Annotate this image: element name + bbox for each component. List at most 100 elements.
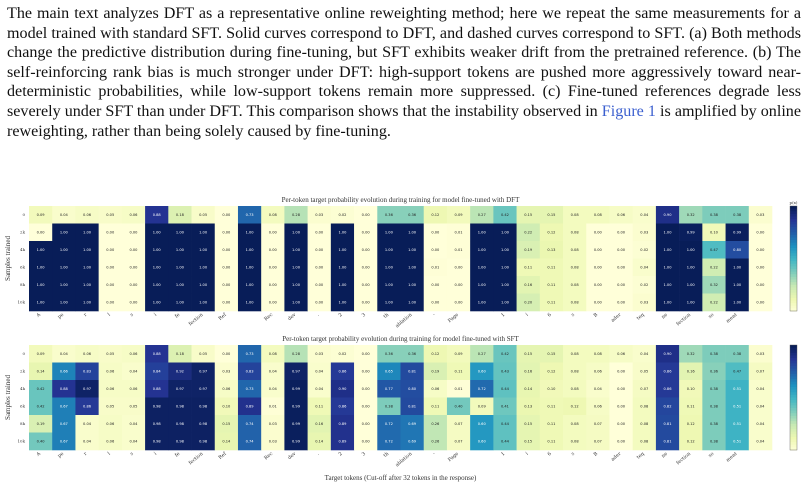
heatmap-cell (702, 206, 726, 224)
cell-value: 0.05 (129, 405, 137, 409)
cell-value: 0.00 (617, 248, 626, 252)
cell-value: 0.88 (153, 352, 162, 356)
cell-value: 0.98 (153, 405, 162, 409)
heatmap-cell (470, 432, 494, 451)
colorbar-step (790, 242, 797, 246)
heatmap-cell (446, 362, 471, 381)
colorbar-step (790, 392, 797, 396)
cell-value: 0.86 (664, 387, 673, 391)
cell-value: 0.12 (431, 213, 439, 217)
cell-value: 0.00 (617, 283, 626, 287)
cell-value: 1.00 (385, 231, 394, 235)
y-axis-label: Samples trained (4, 236, 12, 281)
cell-value: 0.00 (106, 231, 115, 235)
cell-value: 0.15 (524, 352, 532, 356)
x-tick-label: 6 (547, 451, 553, 458)
heatmap-cell (168, 293, 192, 312)
cell-value: 0.02 (338, 352, 346, 356)
heatmap-cell (377, 258, 401, 277)
heatmap-cell (307, 345, 332, 363)
heatmap-cell (307, 258, 332, 277)
heatmap-cell (261, 241, 285, 259)
heatmap-cell (284, 345, 308, 363)
heatmap-cell (168, 345, 192, 363)
heatmap-cell (423, 415, 448, 433)
heatmap-cell (191, 397, 216, 416)
heatmap-cell (52, 362, 76, 381)
cell-value: 0.36 (385, 213, 394, 217)
cell-value: 0.66 (60, 370, 69, 374)
heatmap-cell (470, 258, 494, 277)
colorbar-step (790, 423, 797, 427)
cell-value: 0.44 (501, 387, 510, 391)
cell-value: 0.00 (222, 301, 231, 305)
x-tick-label: Ref (217, 450, 228, 461)
heatmap-cell (29, 258, 53, 277)
cell-value: 0.03 (269, 422, 277, 426)
heatmap-cell (52, 223, 76, 242)
heatmap-cell (679, 258, 703, 277)
cell-value: 0.00 (269, 283, 278, 287)
colorbar-step (790, 429, 797, 433)
cell-value: 0.04 (269, 387, 278, 391)
heatmap-cell (748, 397, 773, 416)
heatmap-cell (377, 397, 401, 416)
cell-value: 0.22 (524, 231, 532, 235)
cell-value: 0.97 (199, 370, 207, 374)
heatmap-cell (586, 345, 610, 363)
heatmap-cell (493, 415, 517, 433)
x-tick-label: 2 (338, 312, 344, 319)
cell-value: 0.98 (176, 405, 185, 409)
cell-value: 0.98 (199, 405, 208, 409)
heatmap-cell (330, 258, 355, 277)
heatmap-cell (354, 258, 378, 277)
colorbar-step (790, 376, 797, 380)
cell-value: 0.00 (106, 266, 115, 270)
cell-value: 0.72 (478, 387, 486, 391)
cell-value: 1.00 (292, 248, 301, 252)
heatmap-cell (121, 223, 146, 242)
cell-value: 0.00 (129, 301, 138, 305)
cell-value: 0.26 (431, 440, 440, 444)
heatmap-cell (516, 258, 541, 277)
colorbar-step (790, 253, 797, 257)
figure-1-link[interactable]: Figure 1 (601, 102, 656, 120)
cell-value: 0.04 (60, 213, 69, 217)
heatmap-cell (609, 258, 633, 277)
x-tick-label: pe (57, 452, 65, 460)
heatmap-cell (679, 241, 703, 259)
heatmap-cell (75, 432, 99, 451)
cell-value: 0.15 (222, 422, 230, 426)
cell-value: 1.00 (338, 248, 347, 252)
cell-value: 0.36 (385, 352, 394, 356)
heatmap-cell (214, 293, 239, 312)
heatmap-cell (423, 241, 448, 259)
cell-value: 0.00 (362, 301, 371, 305)
cell-value: 0.80 (733, 248, 742, 252)
heatmap-cell (52, 432, 76, 451)
cell-value: 1.00 (153, 231, 162, 235)
x-tick-label: Page (447, 451, 460, 463)
heatmap-cell (52, 293, 76, 312)
colorbar-step (790, 368, 797, 372)
colorbar-step (790, 274, 797, 278)
heatmap-cell (655, 276, 680, 294)
heatmap-cell (725, 206, 750, 224)
cell-value: 1.00 (292, 301, 301, 305)
heatmap-cell (516, 362, 541, 381)
heatmap-cell (145, 276, 169, 294)
colorbar-step (790, 303, 797, 307)
cell-value: 1.00 (292, 283, 301, 287)
heatmap-cell (237, 380, 262, 398)
cell-value: 0.00 (431, 283, 440, 287)
heatmap-cell (725, 380, 750, 398)
heatmap-cell (679, 397, 703, 416)
cell-value: 1.00 (687, 283, 696, 287)
heatmap-cell (609, 362, 633, 381)
heatmap-cell (168, 223, 192, 242)
cell-value: 0.15 (547, 352, 555, 356)
cell-value: 0.08 (640, 440, 649, 444)
cell-value: 0.04 (129, 440, 138, 444)
cell-value: 0.28 (292, 213, 301, 217)
colorbar-step (790, 213, 797, 217)
